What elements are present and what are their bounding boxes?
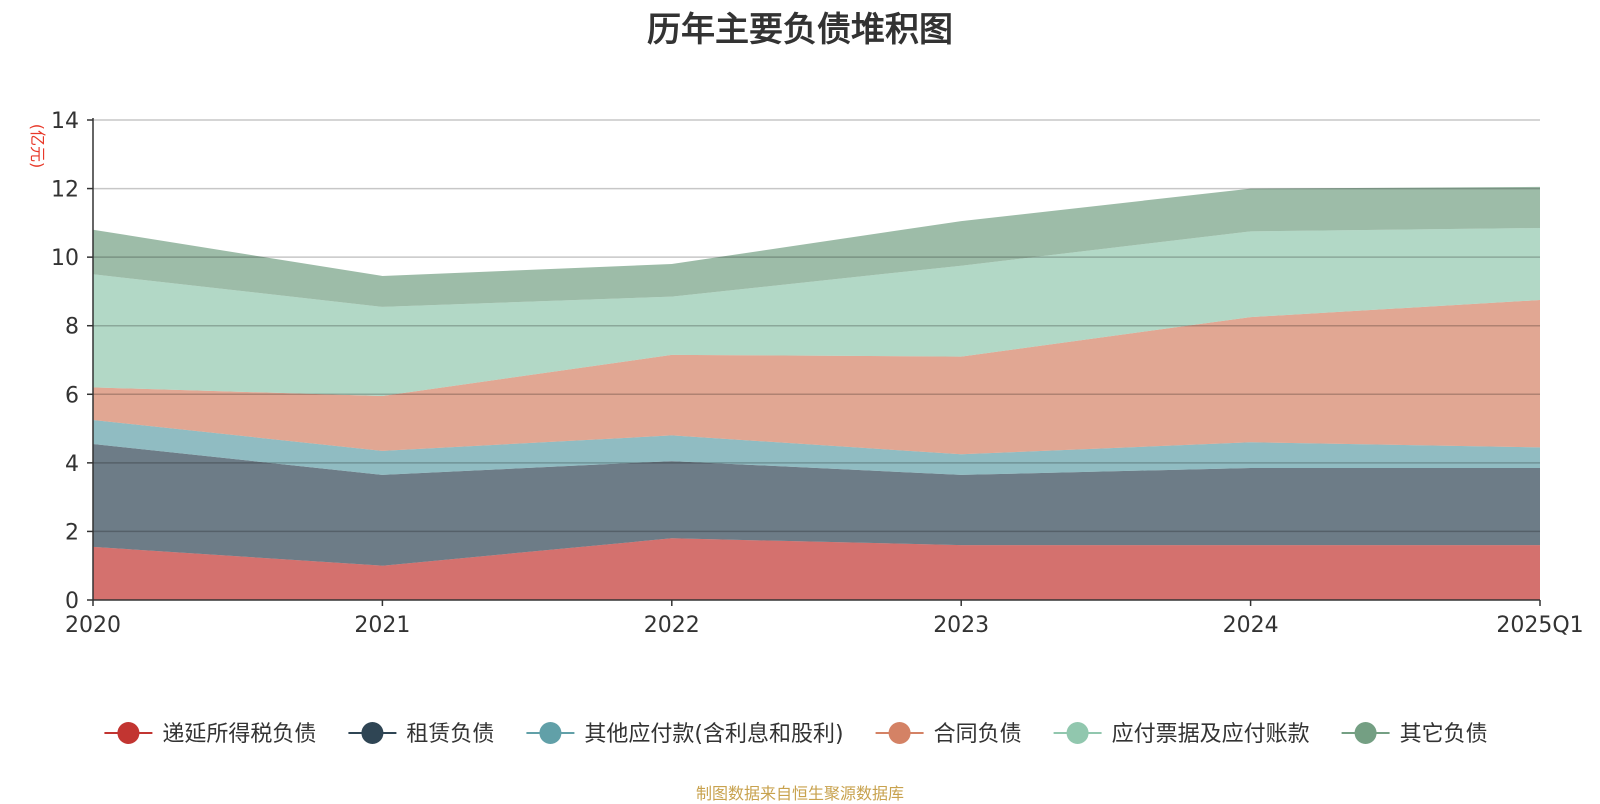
x-tick-label: 2025Q1 bbox=[1496, 613, 1583, 638]
legend-label: 应付票据及应付账款 bbox=[1112, 722, 1310, 747]
legend-item-5: 应付票据及应付账款 bbox=[1053, 722, 1310, 747]
y-tick-label: 4 bbox=[65, 452, 79, 477]
series-area-6 bbox=[93, 186, 1540, 307]
y-tick-label: 10 bbox=[51, 246, 79, 271]
y-axis-unit-label: (亿元) bbox=[28, 124, 47, 169]
legend-marker bbox=[539, 722, 562, 744]
x-tick-label: 2021 bbox=[354, 613, 410, 638]
series-area-2 bbox=[93, 444, 1540, 566]
legend-label: 其他应付款(含利息和股利) bbox=[584, 722, 843, 747]
chart-title: 历年主要负债堆积图 bbox=[647, 10, 953, 50]
series-area-3 bbox=[93, 420, 1540, 475]
y-tick-label: 0 bbox=[65, 589, 79, 614]
legend-label: 租赁负债 bbox=[406, 722, 494, 747]
y-tick-label: 6 bbox=[65, 383, 79, 408]
series-area-5 bbox=[93, 228, 1540, 396]
y-tick-label: 2 bbox=[65, 520, 79, 545]
legend-marker bbox=[117, 722, 140, 744]
x-tick-label: 2023 bbox=[933, 613, 989, 638]
legend: 递延所得税负债 租赁负债 其他应付款(含利息和股利) 合同负债 应付票据及应付账款 其它负… bbox=[104, 722, 1488, 747]
series-area-4 bbox=[93, 300, 1540, 455]
legend-item-6: 其它负债 bbox=[1341, 722, 1488, 747]
series-area-1 bbox=[93, 538, 1540, 600]
legend-marker bbox=[1354, 722, 1377, 744]
legend-marker bbox=[888, 722, 911, 744]
legend-item-2: 租赁负债 bbox=[348, 722, 494, 747]
x-tick-label: 2022 bbox=[644, 613, 700, 638]
legend-label: 其它负债 bbox=[1400, 722, 1488, 747]
series-areas bbox=[93, 119, 1540, 600]
legend-item-1: 递延所得税负债 bbox=[104, 722, 316, 747]
legend-label: 合同负债 bbox=[934, 722, 1022, 747]
legend-item-4: 合同负债 bbox=[875, 722, 1022, 747]
legend-label: 递延所得税负债 bbox=[162, 722, 316, 747]
x-tick-label: 2024 bbox=[1223, 613, 1279, 638]
y-tick-label: 14 bbox=[51, 109, 79, 134]
legend-marker bbox=[1066, 722, 1089, 744]
axes: 0 2 4 6 8 10 12 14 2020 2021 2022 2023 2024 2025Q1 (亿元… bbox=[28, 109, 1584, 638]
legend-marker bbox=[361, 722, 384, 744]
y-tick-label: 12 bbox=[51, 178, 79, 203]
data-source-note: 制图数据来自恒生聚源数据库 bbox=[695, 784, 904, 803]
x-tick-label: 2020 bbox=[65, 613, 121, 638]
legend-item-3: 其他应付款(含利息和股利) bbox=[526, 722, 844, 747]
y-tick-label: 8 bbox=[65, 315, 79, 340]
